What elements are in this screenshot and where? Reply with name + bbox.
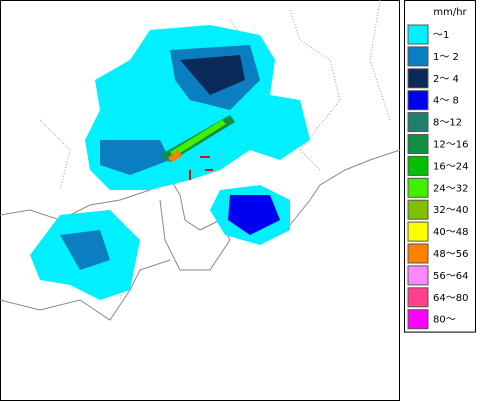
legend-label: 56～64 [433, 271, 468, 282]
legend-swatch [407, 155, 429, 176]
legend-label: 2～ 4 [433, 74, 459, 85]
rain-echoes [30, 25, 310, 300]
legend-unit: mm/hr [433, 7, 467, 18]
legend-swatch [407, 265, 429, 286]
legend-swatch [407, 134, 429, 154]
legend-label: 80～ [433, 315, 456, 326]
legend-label: 1～ 2 [433, 52, 459, 63]
legend-swatch [407, 177, 429, 198]
legend-label: ～1 [433, 30, 449, 41]
legend-swatch [407, 221, 429, 242]
legend-swatch [407, 68, 429, 89]
legend-label: 24～32 [433, 183, 468, 194]
legend-frame [404, 0, 476, 333]
legend-swatch [407, 309, 429, 330]
coastline-south [0, 259, 171, 321]
legend-swatch [407, 287, 429, 308]
legend-swatch [407, 243, 429, 264]
legend-label: 12～16 [433, 140, 468, 151]
legend-label: 48～56 [433, 249, 468, 260]
legend-label: 40～48 [433, 227, 468, 238]
legend-swatch [407, 199, 429, 220]
legend-swatch [407, 24, 429, 45]
legend-label: 4～ 8 [433, 96, 459, 107]
legend: mm/hr ～1 1～ 2 2～ 4 4～ 8 8～12 12～16 16～24 24～32 3… [404, 0, 476, 333]
legend-swatch [407, 90, 429, 111]
coastline [0, 149, 401, 231]
legend-label: 64～80 [433, 293, 468, 304]
prefecture-borders [39, 0, 391, 301]
legend-label: 32～40 [433, 205, 468, 216]
legend-label: 16～24 [433, 161, 468, 172]
radar-map [0, 0, 401, 401]
legend-label: 8～12 [433, 118, 462, 129]
bay-coast [159, 199, 231, 271]
legend-swatch [407, 112, 429, 133]
legend-swatch [407, 46, 429, 67]
